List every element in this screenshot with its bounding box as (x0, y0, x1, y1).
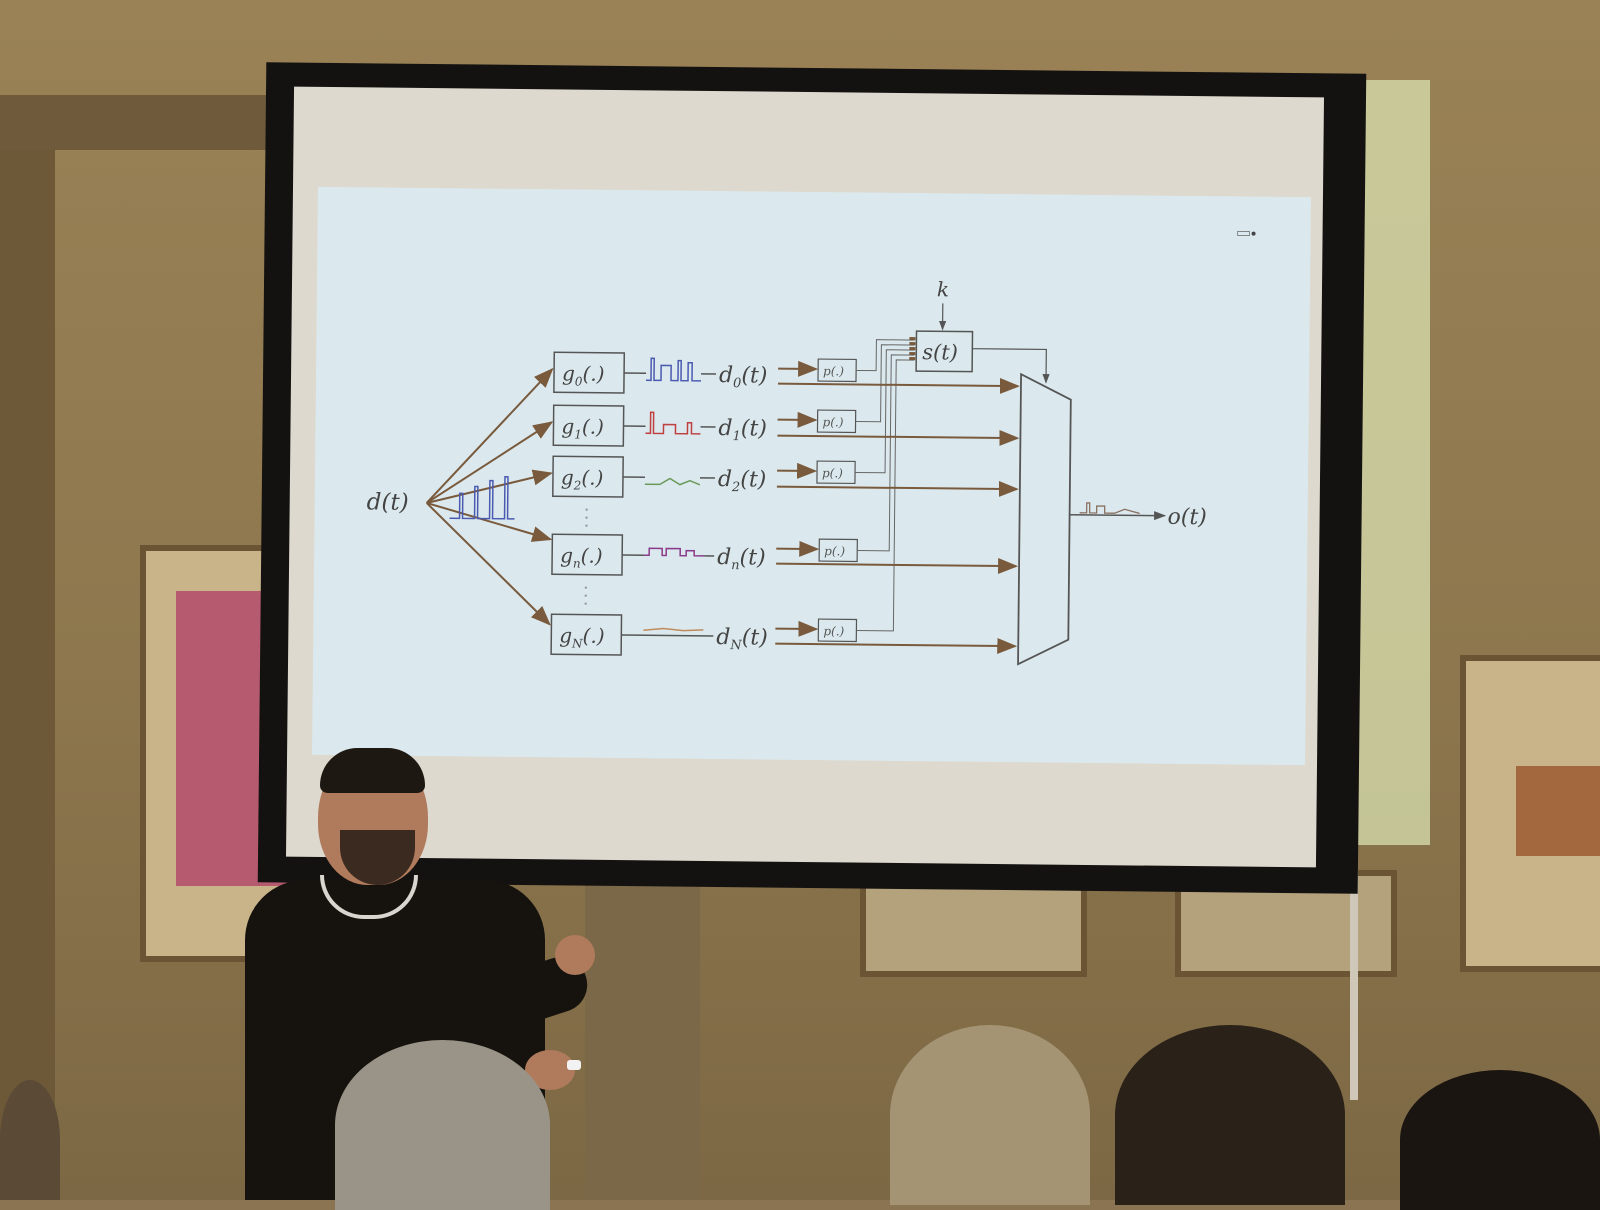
p-box-1: p(.) (817, 410, 855, 432)
gen-to-output-lines (621, 373, 716, 636)
output-arrow (1070, 515, 1165, 516)
wall-band (0, 95, 280, 150)
svg-text:gn(.): gn(.) (560, 543, 603, 570)
generator-box-0: g0(.) (554, 352, 624, 393)
svg-text:p(.): p(.) (823, 624, 844, 638)
svg-text:p(.): p(.) (823, 364, 844, 378)
output-label-0: d0(t) (719, 363, 768, 392)
generator-box-1: g1(.) (553, 405, 623, 446)
output-label-n: dn(t) (717, 545, 766, 574)
wooden-column (585, 870, 700, 1200)
input-signal-label: d(t) (367, 489, 409, 515)
audience-head-1 (335, 1040, 550, 1210)
k-label: k (937, 277, 949, 301)
selector-box: s(t) (916, 331, 972, 372)
signal-flow-diagram: d(t) g0(.) g1(.) g2(.) gn(.) (312, 187, 1311, 765)
audience-head-4 (1400, 1070, 1600, 1210)
svg-text:s(t): s(t) (922, 340, 958, 364)
svg-text:g1(.): g1(.) (561, 414, 604, 441)
arrows-to-p (775, 369, 819, 629)
presenter-hand (555, 935, 595, 975)
svg-text:p(.): p(.) (822, 415, 843, 429)
audience-head-3 (1115, 1025, 1345, 1205)
multiplexer (1018, 374, 1071, 665)
svg-text:p(.): p(.) (822, 466, 843, 480)
waveform-N (643, 628, 703, 631)
presenter-clicker (567, 1060, 581, 1070)
waveform-1 (645, 412, 700, 434)
waveform-0 (646, 358, 701, 381)
p-box-2: p(.) (817, 461, 855, 483)
svg-text:gN(.): gN(.) (559, 623, 605, 650)
generator-box-2: g2(.) (553, 456, 623, 497)
svg-text:p(.): p(.) (824, 544, 845, 558)
p-box-N: p(.) (818, 619, 856, 641)
generator-box-N: gN(.) (551, 614, 621, 655)
output-signal-label: o(t) (1167, 505, 1207, 530)
left-pillar (0, 150, 55, 1200)
svg-text:g2(.): g2(.) (561, 465, 604, 492)
audience-head-2 (890, 1025, 1090, 1205)
wall-art-painting-right (1516, 766, 1600, 856)
generator-box-n: gn(.) (552, 534, 622, 575)
output-label-N: dN(t) (716, 625, 768, 654)
svg-text:g0(.): g0(.) (562, 361, 605, 388)
audience-head-5 (0, 1080, 60, 1200)
arrows-to-multiplexer (775, 384, 1018, 646)
output-waveform (1080, 503, 1140, 514)
fanout-arrows (425, 368, 552, 624)
selector-control-line (972, 349, 1046, 383)
presenter-hair (320, 748, 425, 793)
waveform-n (644, 548, 704, 556)
wall-art-frame-right (1460, 655, 1600, 972)
output-label-1: d1(t) (718, 416, 767, 445)
p-to-selector-wires (853, 339, 914, 631)
output-label-2: d2(t) (718, 467, 767, 496)
p-box-0: p(.) (818, 359, 856, 381)
p-box-n: p(.) (819, 539, 857, 561)
projected-slide: d(t) g0(.) g1(.) g2(.) gn(.) (312, 187, 1311, 765)
waveform-2 (645, 478, 700, 485)
screen-stand (1350, 870, 1358, 1100)
slide-nav-icon (1238, 231, 1256, 235)
